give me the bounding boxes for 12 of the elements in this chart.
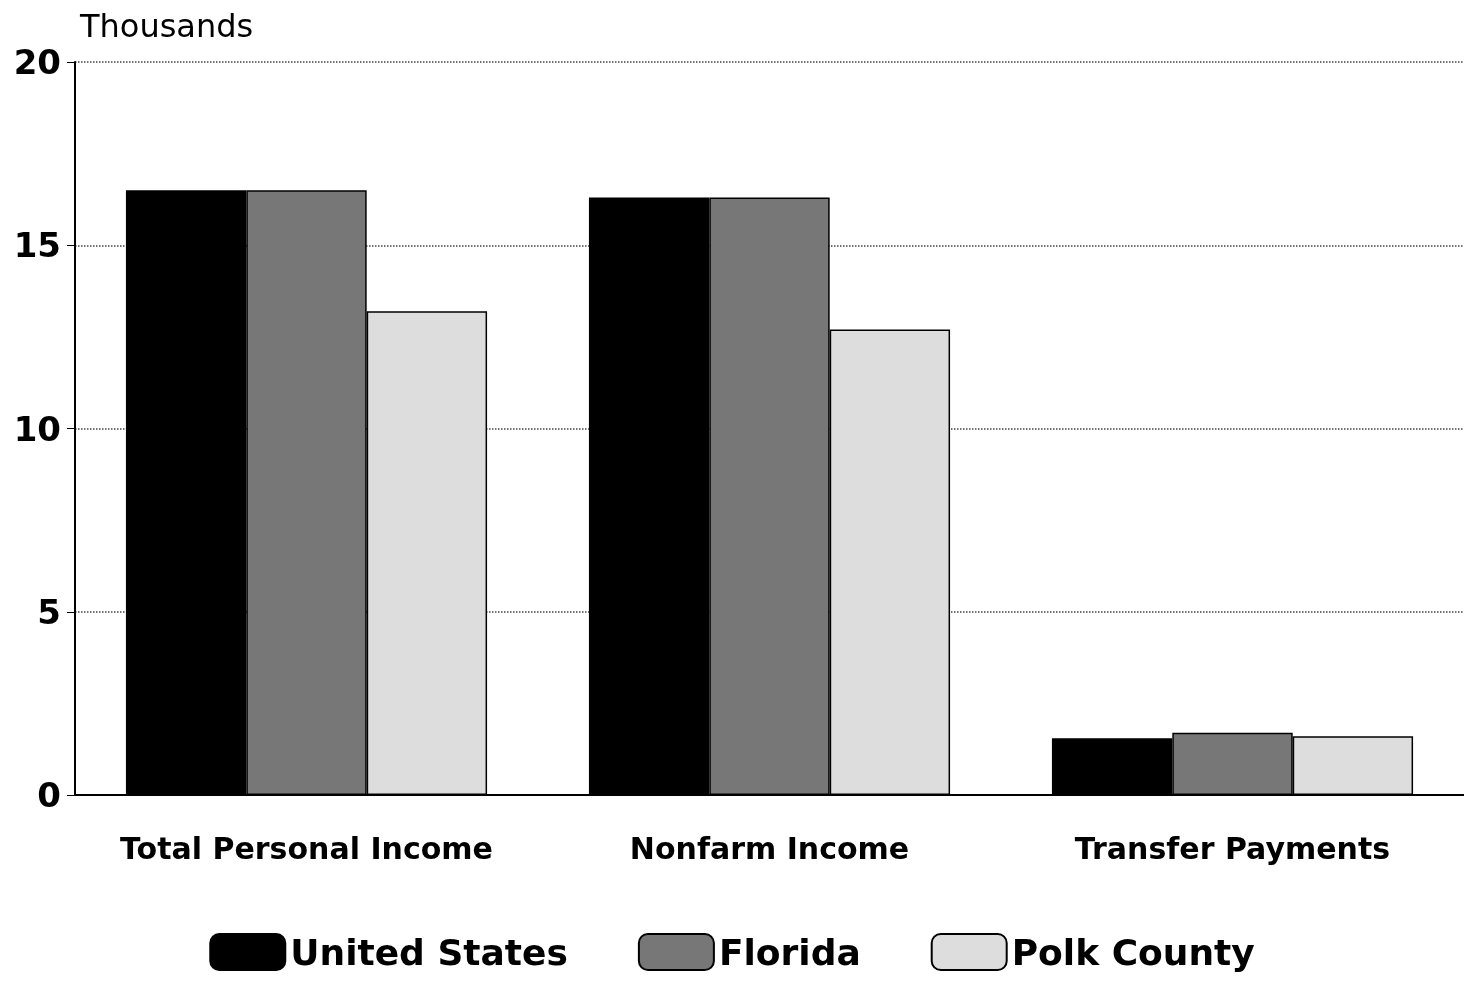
legend-label: Florida xyxy=(718,931,861,973)
legend-label: United States xyxy=(290,931,568,973)
y-tick-label: 0 xyxy=(37,775,61,815)
legend-label: Polk County xyxy=(1011,931,1255,973)
x-tick-label: Nonfarm Income xyxy=(629,830,910,866)
y-tick-label: 15 xyxy=(13,225,61,266)
y-tick-label: 20 xyxy=(13,42,61,82)
x-tick-label: Transfer Payments xyxy=(1074,830,1391,866)
x-tick-label: Total Personal Income xyxy=(120,830,493,866)
y-tick-label: 10 xyxy=(13,408,61,449)
y-tick-label: 5 xyxy=(37,591,61,632)
y-axis-title: Thousands xyxy=(79,7,254,45)
